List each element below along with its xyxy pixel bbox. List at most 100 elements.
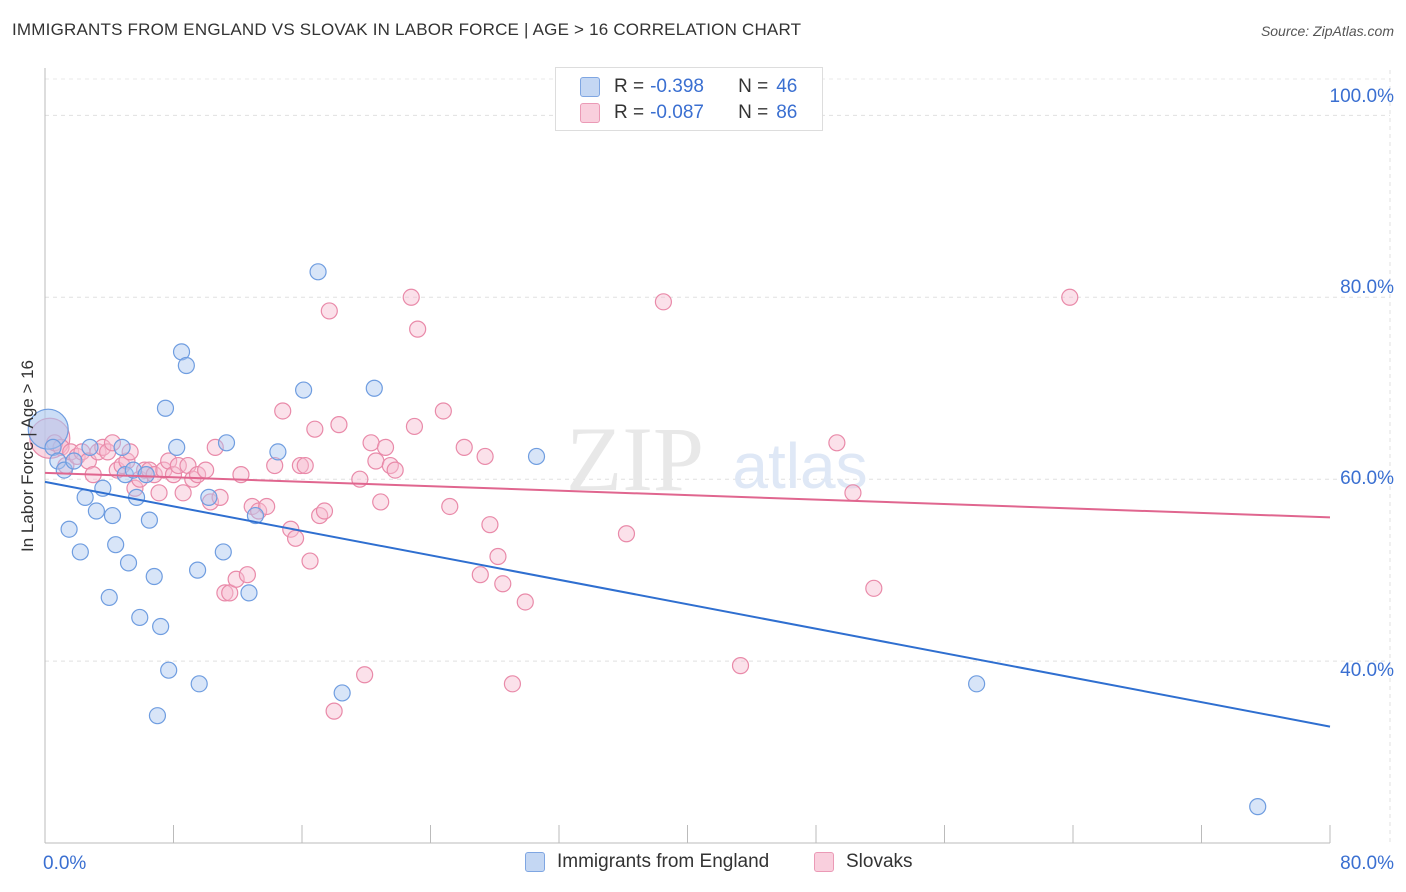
slovaks-point [206,438,224,456]
england-n-value: 46 [776,76,798,97]
england-point [214,543,232,561]
slovaks-point [320,302,338,320]
england-point [119,554,138,572]
england-point [137,466,155,484]
england-point [87,502,106,520]
england-point [1249,798,1267,816]
slovaks-point [844,484,862,502]
england-point [200,488,218,506]
england-point [217,434,236,452]
y-tick-label: 60.0% [1340,468,1394,489]
slovaks-point [654,293,673,311]
slovaks-point [434,402,452,420]
england-point [103,506,122,525]
slovaks-point [150,484,168,502]
legend-item-england[interactable]: Immigrants from England [525,851,769,873]
slovaks-point [481,516,499,534]
england-r-value: -0.398 [650,76,704,97]
r-label: R = [614,76,645,97]
slovaks-point [291,456,309,475]
watermark: ZIP atlas [566,408,868,510]
slovaks-point [617,525,636,543]
y-tick-label: 40.0% [1340,660,1394,681]
slovaks-point [197,461,215,479]
slovaks-point [315,502,334,520]
slovaks-point [227,570,245,588]
slovaks-point [476,447,494,466]
slovaks-point [494,575,512,593]
england-point [156,399,175,417]
england-point [60,520,78,538]
slovaks-legend-swatch [814,852,834,872]
correlation-legend: R = -0.398 N = 46 R = -0.087 N = 86 [555,67,823,131]
slovaks-point [386,461,404,479]
england-point [295,381,313,399]
slovaks-point [121,443,139,461]
slovaks-point [286,529,305,547]
england-point [27,408,69,450]
slovaks-point [164,466,183,484]
slovaks-point [216,584,234,602]
slovaks-point [455,438,473,456]
slovaks-point [367,452,385,470]
slovaks-point [296,456,314,475]
legend-row-england: R = -0.398 N = 46 [580,75,797,99]
england-point [968,675,986,693]
england-point [65,452,83,470]
x-tick-label-min: 0.0% [43,853,87,874]
slovaks-point [516,593,534,611]
slovaks-trend-line [44,471,1331,519]
slovaks-point [865,579,883,597]
slovaks-point [274,402,292,420]
england-point [107,536,125,554]
slovaks-point [238,566,256,584]
legend-item-slovaks[interactable]: Slovaks [814,851,913,873]
n-label: N = [738,102,769,123]
england-point [177,356,195,375]
y-tick-label: 100.0% [1329,86,1394,107]
grid-lines [45,70,1391,843]
slovaks-r-value: -0.087 [650,102,704,123]
y-tick-label: 80.0% [1340,277,1394,298]
chart-title: IMMIGRANTS FROM ENGLAND VS SLOVAK IN LAB… [12,20,802,39]
slovaks-point [306,420,324,438]
slovaks-point [325,702,343,720]
legend-row-slovaks: R = -0.087 N = 86 [580,101,797,125]
england-point [240,584,258,602]
slovaks-n-value: 86 [776,102,798,123]
slovaks-point [402,288,420,306]
england-swatch [580,77,600,97]
slovaks-point [1061,288,1079,306]
england-trend-line [44,480,1331,728]
england-point [309,263,327,281]
england-point [145,567,163,586]
slovaks-point [362,434,380,452]
england-point [168,438,186,456]
slovaks-point [405,417,424,436]
england-point [113,438,131,456]
slovaks-point [372,493,390,511]
england-point [269,443,287,461]
england-point [246,506,265,525]
slovaks-point [731,657,750,675]
source-label: Source: ZipAtlas.com [1260,23,1394,39]
england-point [160,661,178,679]
england-point [365,379,383,397]
slovaks-point [356,666,374,684]
slovaks-swatch [580,103,600,123]
y-axis-label: In Labor Force | Age > 16 [18,359,37,553]
trend-lines [44,471,1331,728]
slovaks-point [266,456,284,475]
england-legend-swatch [525,852,545,872]
england-legend-label: Immigrants from England [557,851,770,872]
slovaks-point [330,416,348,434]
england-point [71,543,89,561]
slovaks-legend-label: Slovaks [846,851,913,872]
x-tick-label-max: 80.0% [1340,853,1394,874]
r-label: R = [614,102,645,123]
england-point [333,684,351,702]
slovaks-point [103,434,122,452]
england-point [527,447,546,466]
england-point [124,461,142,479]
